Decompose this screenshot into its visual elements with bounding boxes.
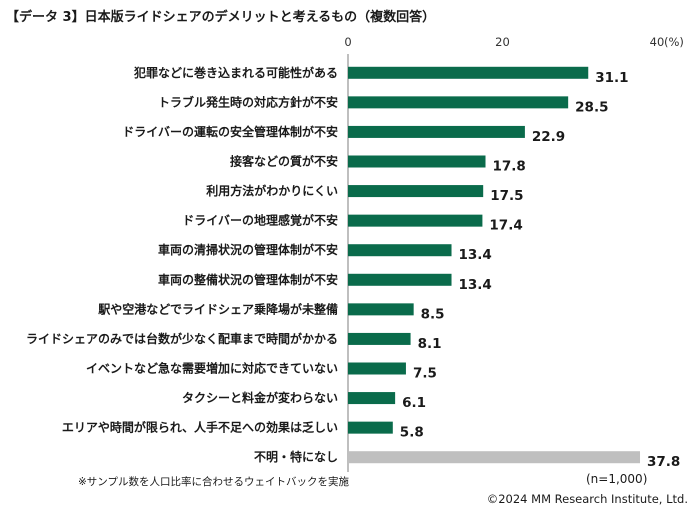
- data-label: 13.4: [459, 277, 492, 293]
- data-label: 13.4: [459, 247, 492, 263]
- category-label: 利用方法がわかりにくい: [206, 183, 338, 198]
- sample-size: (n=1,000): [586, 472, 648, 486]
- category-label: 車両の清掃状況の管理体制が不安: [158, 242, 338, 257]
- data-label: 17.4: [489, 218, 522, 234]
- x-tick-label: 0: [344, 35, 351, 49]
- data-label: 7.5: [413, 366, 437, 382]
- data-label: 5.8: [400, 425, 424, 441]
- data-label: 22.9: [532, 129, 565, 145]
- category-label: 接客などの質が不安: [230, 154, 338, 169]
- bar: [348, 185, 484, 198]
- bar: [348, 155, 486, 168]
- x-axis-unit: (%): [664, 35, 684, 49]
- bar: [348, 244, 452, 257]
- bar: [348, 421, 393, 434]
- category-label: ドライバーの運転の安全管理体制が不安: [122, 124, 338, 139]
- bar: [348, 332, 411, 345]
- data-label: 6.1: [402, 395, 426, 411]
- bar: [348, 362, 406, 375]
- category-label: エリアや時間が限られ、人手不足への効果は乏しい: [62, 420, 338, 435]
- bar: [348, 214, 483, 227]
- copyright: ©2024 MM Research Institute, Ltd.: [486, 492, 688, 506]
- footnote: ※サンプル数を人口比率に合わせるウェイトバックを実施: [78, 476, 349, 488]
- bar: [348, 392, 396, 405]
- category-label: 車両の整備状況の管理体制が不安: [158, 272, 338, 287]
- bar: [348, 451, 641, 464]
- bar: [348, 66, 589, 79]
- category-label: タクシーと料金が変わらない: [182, 390, 338, 405]
- category-label: 不明・特になし: [254, 449, 338, 464]
- data-label: 8.5: [421, 306, 445, 322]
- category-label: イベントなど急な需要増加に対応できていない: [86, 361, 338, 376]
- category-label: ドライバーの地理感覚が不安: [182, 213, 338, 228]
- data-label: 8.1: [418, 336, 442, 352]
- data-label: 17.8: [493, 159, 526, 175]
- x-tick-label: 20: [495, 35, 510, 49]
- data-label: 31.1: [595, 70, 628, 86]
- category-label: トラブル発生時の対応方針が不安: [158, 94, 338, 109]
- bar: [348, 125, 525, 138]
- category-label: ライドシェアのみでは台数が少なく配車まで時間がかかる: [26, 331, 338, 346]
- bar: [348, 96, 569, 109]
- data-label: 17.5: [490, 188, 523, 204]
- x-tick-label: 40: [650, 35, 665, 49]
- bar: [348, 273, 452, 286]
- category-label: 駅や空港などでライドシェア乗降場が未整備: [97, 301, 338, 316]
- bar: [348, 303, 414, 316]
- data-label: 28.5: [575, 99, 608, 115]
- data-label: 37.8: [647, 454, 680, 470]
- chart-title: 【データ 3】日本版ライドシェアのデメリットと考えるもの（複数回答）: [6, 10, 436, 25]
- category-label: 犯罪などに巻き込まれる可能性がある: [133, 65, 338, 80]
